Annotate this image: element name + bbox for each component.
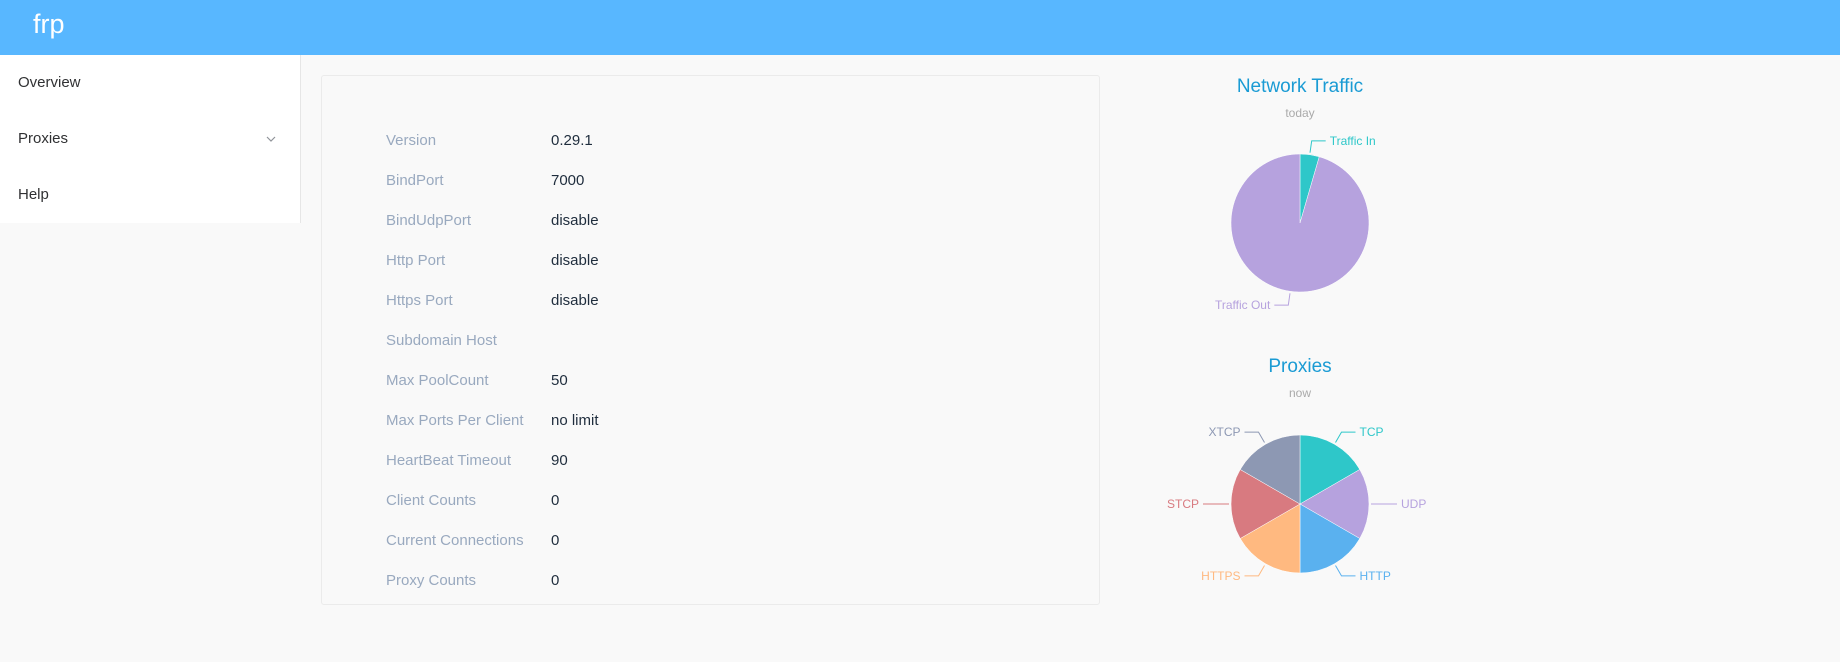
info-value: 0.29.1 bbox=[551, 131, 593, 149]
pie-label-line bbox=[1244, 565, 1265, 577]
info-label: BindUdpPort bbox=[386, 211, 472, 229]
info-value: no limit bbox=[551, 411, 599, 429]
info-row: Proxy Counts 0 bbox=[386, 560, 559, 600]
info-label: Client Counts bbox=[386, 491, 477, 509]
server-info-panel: Version 0.29.1 BindPort 7000 BindUdpPort di… bbox=[321, 75, 1100, 605]
info-value: disable bbox=[551, 291, 599, 309]
info-label: Subdomain Host bbox=[386, 331, 497, 349]
traffic-pie-chart: Traffic In Traffic Out bbox=[1215, 134, 1376, 312]
info-label: BindPort bbox=[386, 171, 444, 189]
pie-label-line bbox=[1335, 431, 1356, 443]
info-row: Https Port disable bbox=[386, 280, 599, 320]
info-row: Subdomain Host bbox=[386, 320, 551, 360]
sidebar-item-label: Proxies bbox=[18, 130, 69, 147]
info-value: 0 bbox=[551, 571, 560, 589]
pie-label-http: HTTP bbox=[1360, 569, 1391, 583]
info-value: 0 bbox=[551, 491, 560, 509]
info-label: Https Port bbox=[386, 291, 453, 309]
pie-label-traffic-out: Traffic Out bbox=[1215, 298, 1271, 312]
info-value: 7000 bbox=[551, 171, 585, 189]
sidebar: Overview Proxies Help bbox=[0, 55, 301, 223]
info-row: Version 0.29.1 bbox=[386, 120, 593, 160]
info-value: disable bbox=[551, 211, 599, 229]
pie-label-line bbox=[1274, 293, 1291, 306]
pie-slice-tcp[interactable] bbox=[1299, 434, 1361, 505]
info-label: Proxy Counts bbox=[386, 571, 477, 589]
pie-label-line bbox=[1335, 565, 1356, 577]
pie-slice-xtcp[interactable] bbox=[1239, 434, 1301, 505]
info-row: HeartBeat Timeout 90 bbox=[386, 440, 568, 480]
top-bar: frp bbox=[0, 0, 1840, 55]
traffic-chart-title: Network Traffic bbox=[1236, 76, 1364, 97]
pie-label-stcp: STCP bbox=[1167, 497, 1199, 511]
proxies-chart-title: Proxies bbox=[1268, 356, 1332, 377]
proxies-pie-chart: TCP UDP HTTP HTTPS STCP XTCP bbox=[1167, 425, 1426, 583]
info-value: 50 bbox=[551, 371, 568, 389]
info-label: Version bbox=[386, 131, 437, 149]
pie-label-line bbox=[1309, 140, 1326, 153]
pie-slice-https[interactable] bbox=[1239, 503, 1301, 574]
sidebar-item-label: Overview bbox=[18, 74, 81, 91]
pie-label-tcp: TCP bbox=[1360, 425, 1384, 439]
info-value: disable bbox=[551, 251, 599, 269]
traffic-chart-subtitle: today bbox=[1285, 106, 1315, 120]
pie-label-xtcp: XTCP bbox=[1208, 425, 1240, 439]
info-label: Http Port bbox=[386, 251, 446, 269]
brand-logo[interactable]: frp bbox=[33, 9, 65, 39]
info-row: BindUdpPort disable bbox=[386, 200, 599, 240]
info-row: Max Ports Per Client no limit bbox=[386, 400, 599, 440]
proxies-chart-subtitle: now bbox=[1288, 386, 1311, 400]
pie-label-traffic-in: Traffic In bbox=[1330, 134, 1376, 148]
chevron-down-icon bbox=[266, 111, 276, 167]
sidebar-item-help[interactable]: Help bbox=[0, 167, 300, 223]
pie-label-udp: UDP bbox=[1401, 497, 1426, 511]
sidebar-item-label: Help bbox=[18, 186, 49, 203]
pie-slice-traffic-out[interactable] bbox=[1230, 153, 1370, 293]
info-row: Http Port disable bbox=[386, 240, 599, 280]
info-row: Current Connections 0 bbox=[386, 520, 559, 560]
pie-slice-stcp[interactable] bbox=[1230, 469, 1301, 539]
info-value: 0 bbox=[551, 531, 560, 549]
pie-slice-http[interactable] bbox=[1299, 503, 1361, 574]
info-row: BindPort 7000 bbox=[386, 160, 584, 200]
info-row: Max PoolCount 50 bbox=[386, 360, 568, 400]
pie-label-line bbox=[1244, 431, 1265, 443]
info-label: Max Ports Per Client bbox=[386, 411, 524, 429]
info-row: Client Counts 0 bbox=[386, 480, 559, 520]
info-label: Max PoolCount bbox=[386, 371, 489, 389]
info-label: HeartBeat Timeout bbox=[386, 451, 512, 469]
pie-slice-udp[interactable] bbox=[1299, 469, 1370, 539]
info-label: Current Connections bbox=[386, 531, 524, 549]
pie-label-https: HTTPS bbox=[1201, 569, 1240, 583]
sidebar-item-proxies[interactable]: Proxies bbox=[0, 111, 300, 167]
sidebar-item-overview[interactable]: Overview bbox=[0, 55, 300, 111]
info-value: 90 bbox=[551, 451, 568, 469]
